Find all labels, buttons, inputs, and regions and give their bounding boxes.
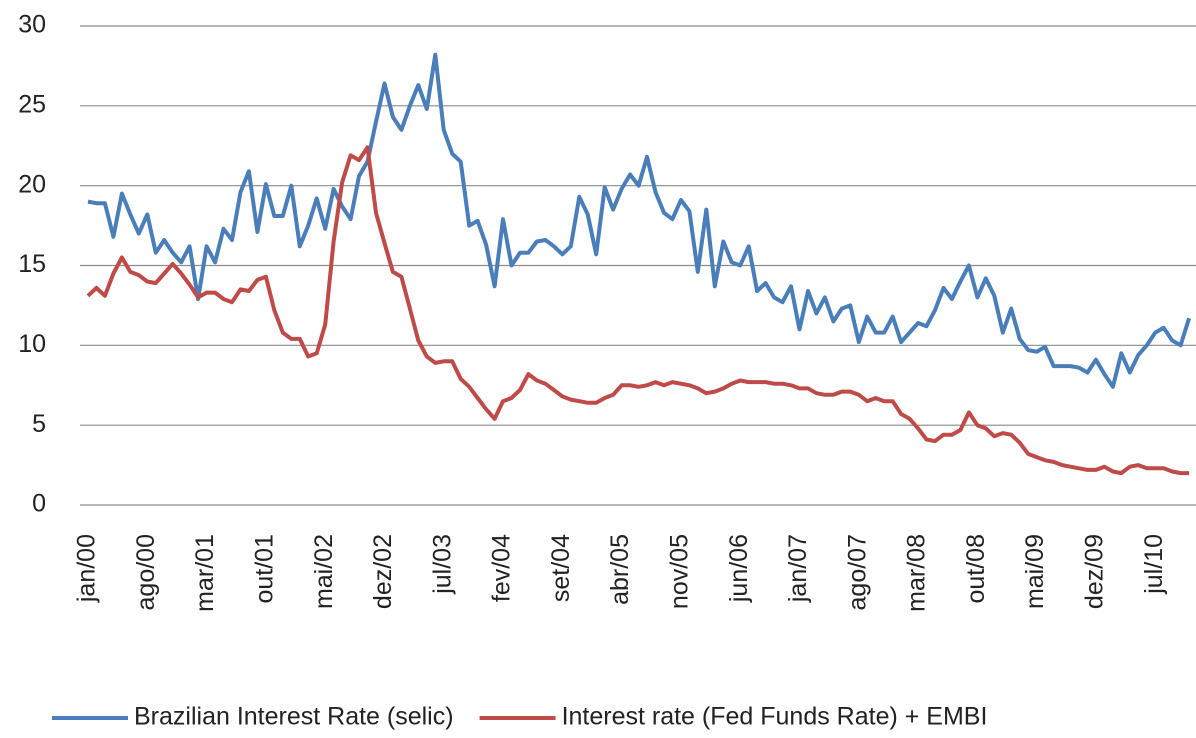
x-tick-label: jul/10 (1140, 534, 1168, 595)
legend-label: Interest rate (Fed Funds Rate) + EMBI (562, 703, 988, 731)
legend-label: Brazilian Interest Rate (selic) (134, 703, 454, 731)
x-tick-label: abr/05 (606, 534, 634, 605)
x-tick-label: fev/04 (488, 534, 516, 602)
x-tick-label: ago/00 (132, 534, 160, 610)
x-tick-label: out/08 (962, 534, 990, 604)
x-tick-label: mar/08 (903, 534, 931, 612)
x-tick-label: set/04 (547, 534, 575, 602)
x-tick-label: dez/02 (369, 534, 397, 609)
y-tick-label: 10 (18, 330, 46, 358)
x-tick-label: out/01 (250, 534, 278, 604)
x-tick-label: dez/09 (1081, 534, 1109, 609)
x-tick-label: mar/01 (191, 534, 219, 612)
x-tick-label: jan/00 (73, 534, 101, 603)
y-tick-label: 15 (18, 250, 46, 278)
x-tick-label: jun/06 (725, 534, 753, 603)
x-tick-label: jul/03 (428, 534, 456, 595)
series-line (86, 145, 1190, 476)
x-tick-label: nov/05 (666, 534, 694, 609)
x-tick-label: jan/07 (784, 534, 812, 603)
series-line (87, 52, 1192, 389)
y-tick-label: 0 (32, 490, 46, 518)
y-tick-label: 25 (18, 90, 46, 118)
x-tick-label: mai/02 (310, 534, 338, 609)
y-tick-label: 5 (32, 410, 46, 438)
x-tick-label: mai/09 (1021, 534, 1049, 609)
x-tick-label: ago/07 (843, 534, 871, 610)
y-tick-label: 30 (18, 11, 46, 39)
y-tick-label: 20 (18, 170, 46, 198)
